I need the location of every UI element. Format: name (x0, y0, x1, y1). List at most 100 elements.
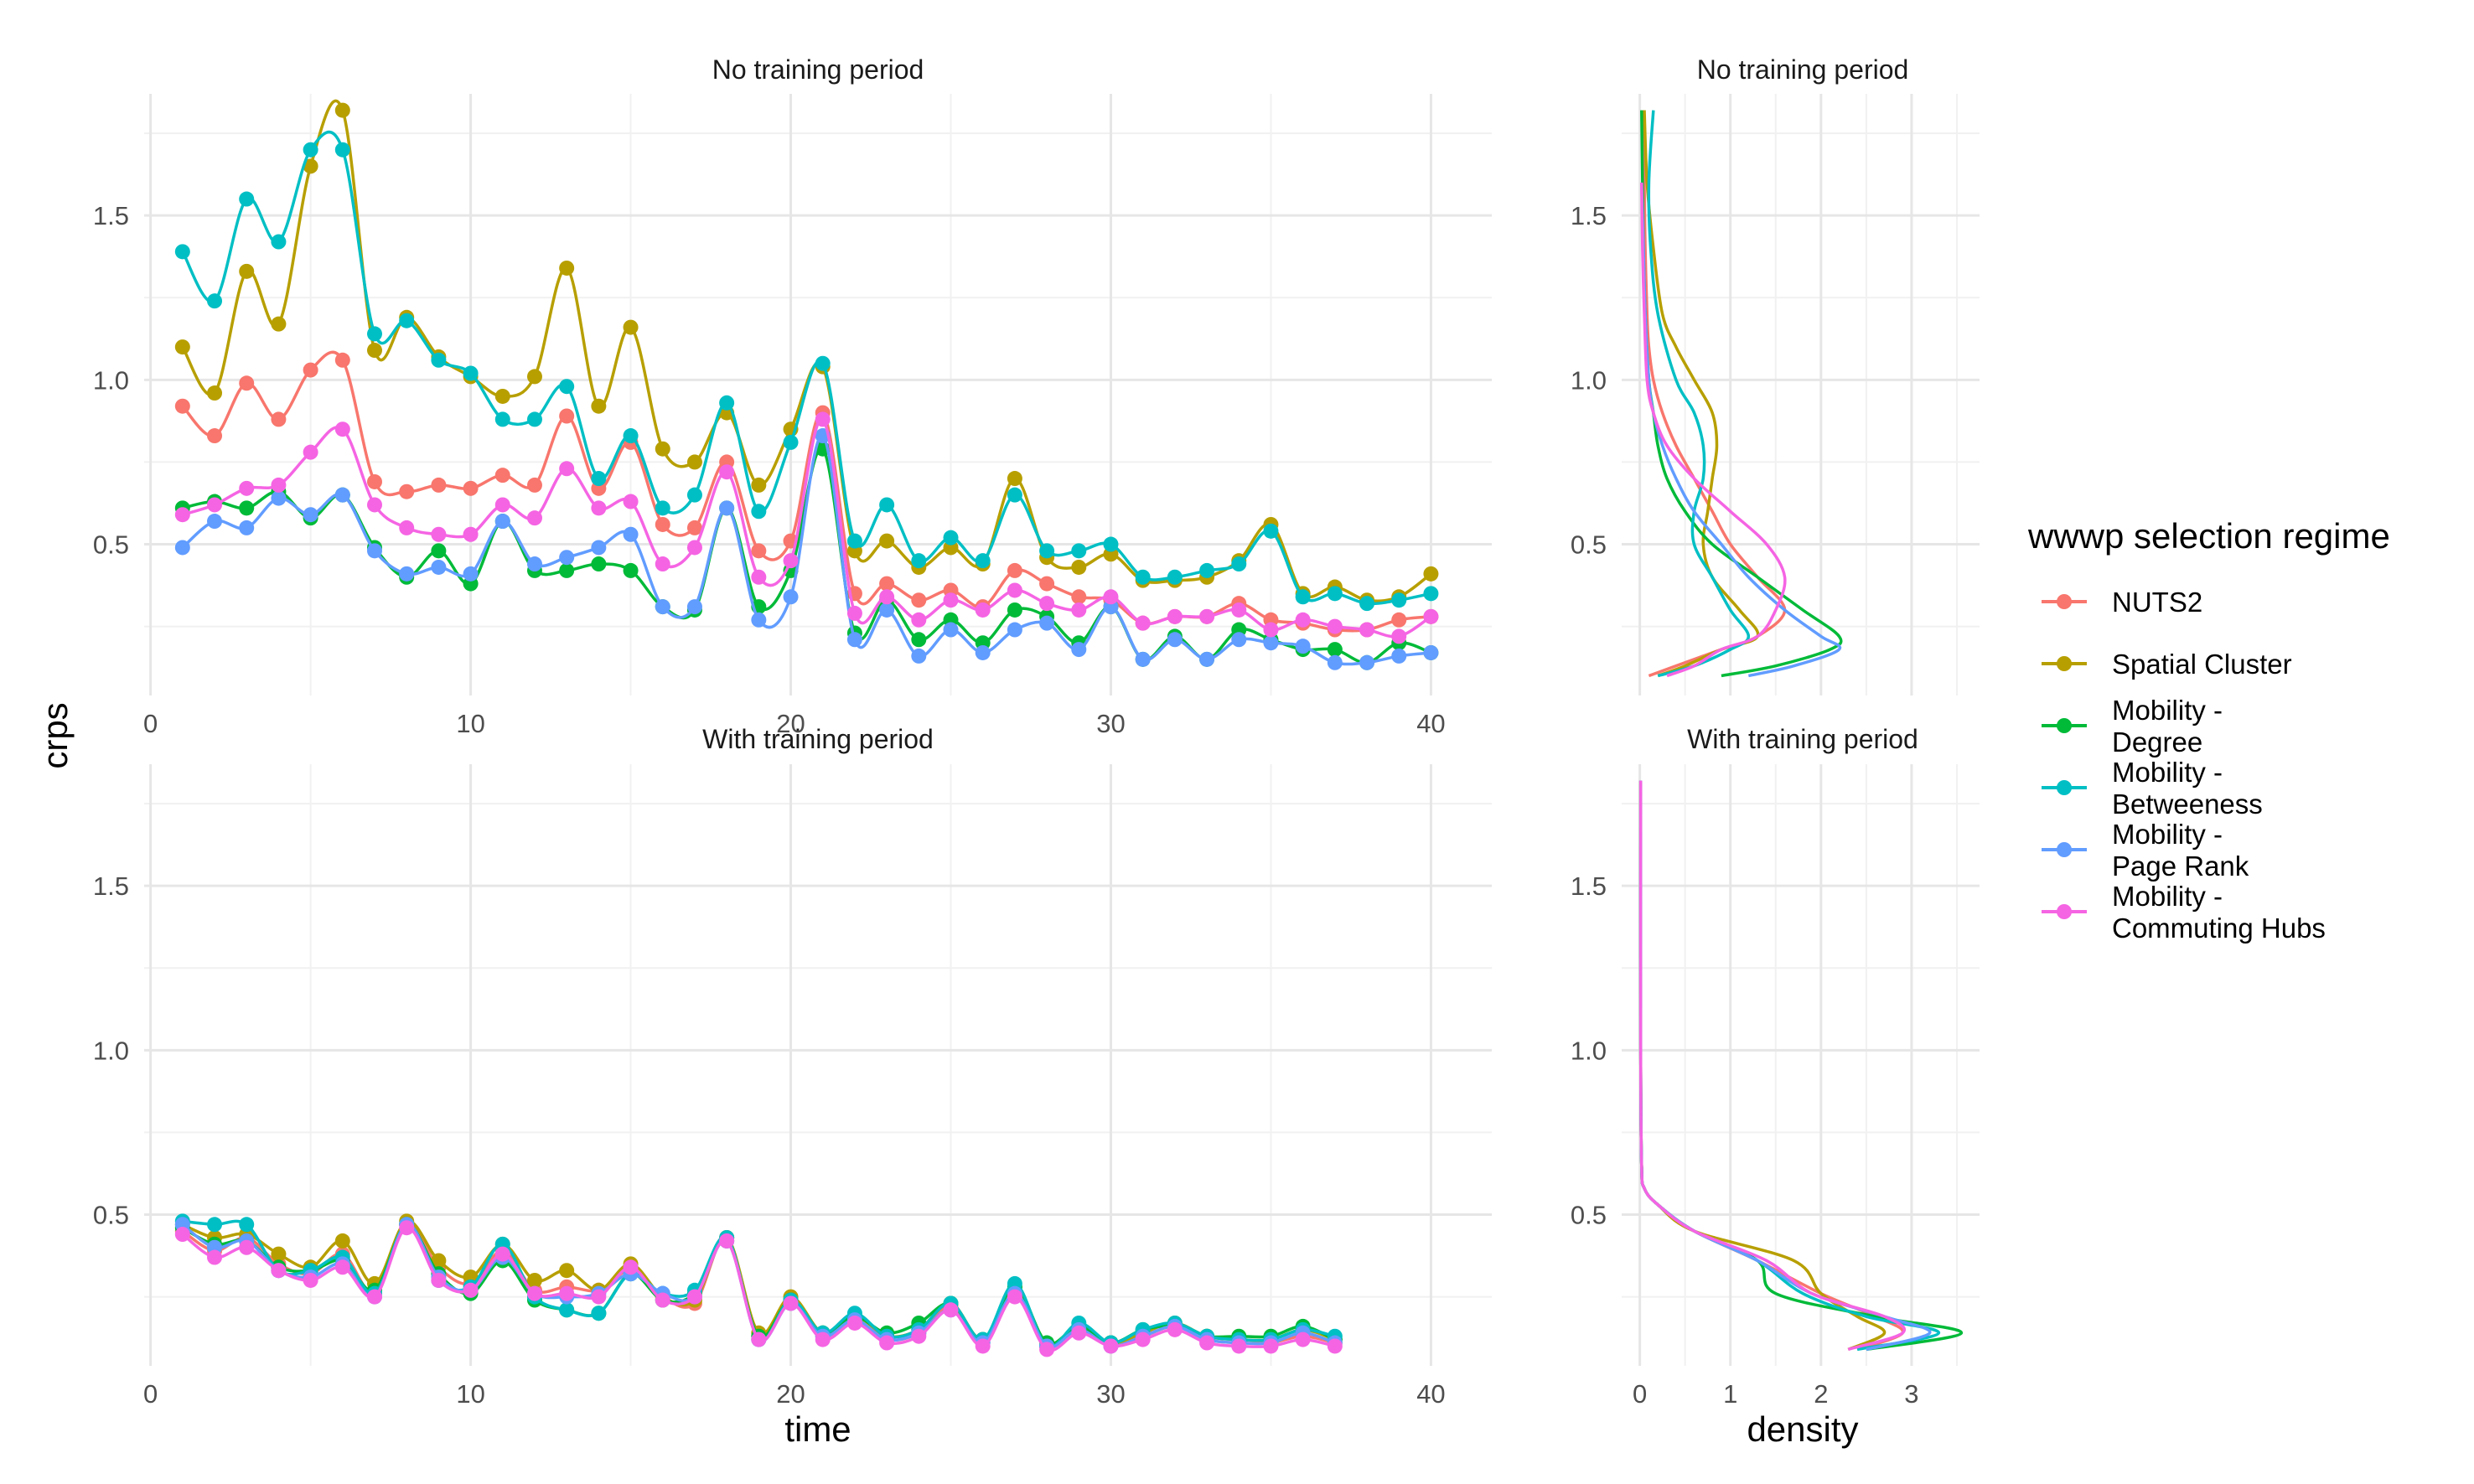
data-point (943, 1302, 959, 1318)
panel-0: 0.5 1.0 1.5 0 10 20 30 40 (93, 94, 1492, 738)
data-point (815, 1331, 831, 1347)
data-point (399, 1220, 415, 1236)
data-point (399, 313, 415, 328)
data-point (719, 464, 735, 480)
data-point (1167, 1321, 1183, 1337)
data-point (655, 1292, 670, 1308)
data-point (719, 1233, 735, 1249)
data-point (623, 494, 639, 509)
data-point (1231, 632, 1247, 648)
data-point (1391, 628, 1407, 644)
data-point (911, 632, 927, 648)
data-point (975, 1338, 991, 1354)
data-point (1199, 1335, 1215, 1351)
data-point (1199, 651, 1215, 667)
y-tick-label: 0.5 (1571, 530, 1607, 560)
x-tick-label: 0 (143, 1379, 158, 1409)
data-point (623, 428, 639, 444)
x-tick-label: 3 (1904, 1379, 1918, 1409)
y-tick-label: 1.0 (1571, 1036, 1607, 1065)
legend-label: Page Rank (2112, 851, 2249, 882)
data-point (559, 408, 575, 424)
data-point (559, 260, 575, 276)
data-point (623, 526, 639, 542)
data-point (367, 326, 382, 342)
data-point (239, 1239, 255, 1255)
y-tick-label: 1.0 (1571, 365, 1607, 395)
data-point (207, 1249, 223, 1265)
data-point (943, 622, 959, 638)
legend-key-point (2057, 656, 2072, 671)
data-point (879, 1335, 895, 1351)
y-tick-label: 1.5 (1571, 201, 1607, 230)
data-point (911, 648, 927, 664)
y-tick-label: 0.5 (93, 530, 129, 560)
data-point (1071, 602, 1087, 618)
y-tick-label: 1.5 (93, 201, 129, 230)
data-point (655, 500, 670, 516)
series-line (1640, 182, 1787, 678)
data-point (367, 1289, 382, 1305)
data-point (783, 434, 799, 450)
y-tick-label: 1.5 (93, 871, 129, 901)
data-point (1263, 622, 1279, 638)
data-point (1327, 642, 1343, 658)
data-point (686, 454, 702, 470)
data-point (1231, 556, 1247, 572)
data-point (431, 477, 447, 493)
legend-item-mobility-degree: Mobility -Degree (2042, 695, 2223, 758)
data-point (334, 102, 350, 118)
data-point (943, 530, 959, 546)
data-point (207, 1217, 223, 1233)
data-point (303, 1272, 318, 1288)
y-tick-label: 1.0 (93, 365, 129, 395)
data-point (494, 411, 510, 427)
x-axis-title-density: density (1747, 1409, 1858, 1449)
data-point (494, 388, 510, 404)
data-point (751, 504, 767, 520)
data-point (239, 520, 255, 535)
data-point (207, 385, 223, 401)
legend-item-nuts2: NUTS2 (2042, 587, 2202, 618)
data-point (1391, 612, 1407, 628)
x-axis-title-time: time (784, 1409, 851, 1449)
data-point (207, 497, 223, 513)
data-point (271, 1263, 287, 1279)
data-point (1199, 562, 1215, 578)
data-point (591, 398, 607, 414)
data-point (975, 644, 991, 660)
panel-1: 0.5 1.0 1.5 (1571, 94, 1980, 695)
grid (1622, 764, 1980, 1366)
data-point (686, 487, 702, 503)
legend-item-mobility-page-rank: Mobility -Page Rank (2042, 819, 2249, 882)
data-point (1359, 596, 1375, 612)
data-point (559, 550, 575, 566)
data-point (1423, 608, 1439, 624)
data-point (367, 497, 382, 513)
data-point (334, 1233, 350, 1249)
data-point (623, 562, 639, 578)
legend-key-point (2057, 594, 2072, 609)
data-point (431, 1272, 447, 1288)
grid (144, 94, 1492, 695)
data-point (271, 234, 287, 250)
data-point (783, 589, 799, 605)
data-point (303, 507, 318, 523)
data-point (1103, 589, 1119, 605)
data-point (494, 1246, 510, 1262)
data-point (846, 632, 862, 648)
data-point (1167, 608, 1183, 624)
series-mobility-page-rank (174, 428, 1439, 670)
data-point (1327, 654, 1343, 670)
data-point (1295, 612, 1311, 628)
data-point (399, 566, 415, 582)
data-point (1327, 1338, 1343, 1354)
x-tick-label: 0 (1633, 1379, 1647, 1409)
data-point (367, 343, 382, 359)
data-point (911, 612, 927, 628)
data-point (431, 543, 447, 559)
data-point (1039, 576, 1055, 592)
data-point (1135, 615, 1151, 631)
data-point (334, 352, 350, 368)
data-point (719, 395, 735, 411)
